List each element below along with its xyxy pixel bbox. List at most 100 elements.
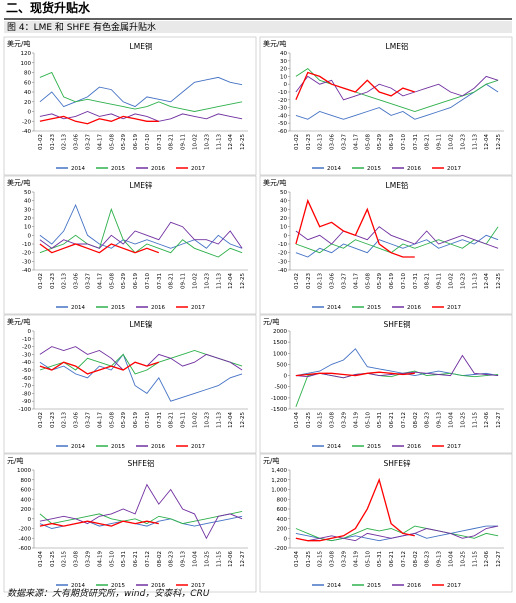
y-tick-label: -100: [19, 407, 32, 413]
x-tick-label: 08-23: [425, 412, 431, 428]
legend-label: 2015: [367, 166, 381, 172]
chart-frame: [3, 36, 257, 176]
x-tick-label: 10-02: [193, 273, 199, 289]
x-tick-label: 09-11: [437, 273, 443, 289]
x-tick-label: 05-29: [121, 134, 127, 150]
y-tick-label: -600: [19, 546, 32, 552]
y-tick-label: 1000: [273, 351, 287, 357]
y-tick-label: 10: [280, 74, 287, 80]
y-tick-label: 500: [277, 362, 288, 368]
legend-label: 2014: [327, 583, 341, 589]
y-tick-label: -40: [22, 360, 31, 366]
y-tick-label: 50: [24, 190, 31, 196]
x-tick-label: 05-08: [365, 273, 371, 289]
x-tick-label: 07-10: [401, 273, 407, 289]
x-tick-label: 01-02: [38, 273, 44, 289]
x-tick-label: 01-25: [50, 551, 56, 567]
y-tick-label: -20: [22, 345, 31, 351]
y-tick-label: 0: [284, 82, 288, 88]
x-tick-label: 06-21: [389, 412, 395, 428]
y-tick-label: 0: [28, 517, 32, 523]
x-tick-label: 08-21: [169, 412, 175, 428]
chart-frame: [3, 314, 257, 454]
x-tick-label: 12-25: [240, 273, 246, 289]
legend-label: 2017: [191, 444, 205, 450]
x-tick-label: 05-10: [365, 412, 371, 428]
series-line: [39, 520, 159, 527]
series-line: [39, 71, 243, 112]
legend-label: 2017: [191, 166, 205, 172]
x-tick-label: 12-25: [240, 134, 246, 150]
y-tick-label: -20: [278, 98, 287, 104]
chart: 美元/吨 LME锌 -40 -30 -20 -10 0 10 20 30 40 50 01-02 01-2…: [3, 175, 257, 315]
legend-label: 2016: [151, 166, 165, 172]
x-tick-label: 11-15: [472, 551, 478, 567]
y-tick-label: -30: [22, 352, 31, 358]
x-tick-label: 10-04: [193, 551, 199, 567]
chart: 元/吨 SHFE铝 -600 -400 -200 0 200 400 600 800 1000 01-…: [3, 453, 257, 593]
x-tick-label: 11-13: [472, 134, 478, 150]
x-tick-label: 03-27: [342, 134, 348, 150]
chart-frame: [259, 453, 513, 593]
x-tick-label: 03-27: [86, 273, 92, 289]
x-tick-label: 06-19: [389, 273, 395, 289]
y-tick-label: -20: [22, 251, 31, 257]
x-tick-label: 10-23: [204, 273, 210, 289]
x-tick-label: 12-27: [240, 551, 246, 567]
x-tick-label: 06-19: [133, 412, 139, 428]
x-tick-label: 07-10: [145, 273, 151, 289]
y-tick-label: -10: [278, 242, 287, 248]
legend-label: 2014: [71, 583, 85, 589]
y-tick-label: 40: [24, 90, 31, 96]
y-tick-label: 1,000: [271, 488, 287, 494]
y-tick-label: 40: [24, 199, 31, 205]
figure-title-bar: [4, 21, 512, 33]
x-tick-label: 10-02: [449, 134, 455, 150]
y-tick-label: -40: [22, 129, 31, 135]
x-tick-label: 03-08: [330, 551, 336, 567]
x-tick-label: 07-31: [413, 134, 419, 150]
x-tick-label: 06-19: [133, 134, 139, 150]
y-tick-label: 0: [28, 233, 32, 239]
x-tick-label: 07-10: [145, 134, 151, 150]
y-tick-label: -70: [22, 384, 31, 390]
y-tick-label: 200: [277, 527, 288, 533]
x-tick-label: 12-25: [496, 273, 502, 289]
series-line: [39, 483, 243, 540]
x-tick-label: 06-21: [389, 551, 395, 567]
y-tick-label: -1000: [271, 396, 287, 402]
y-tick-label: 200: [21, 507, 32, 513]
y-tick-label: -1500: [271, 407, 287, 413]
x-tick-label: 07-31: [157, 273, 163, 289]
x-tick-label: 06-19: [389, 134, 395, 150]
y-tick-label: 0: [28, 329, 32, 335]
y-tick-label: -40: [278, 268, 287, 274]
x-tick-label: 09-13: [437, 551, 443, 567]
chart-title: SHFE铜: [384, 319, 411, 329]
series-line: [39, 221, 243, 249]
series-line: [39, 510, 243, 525]
x-tick-label: 09-11: [181, 412, 187, 428]
x-tick-label: 05-08: [109, 273, 115, 289]
x-tick-label: 01-25: [306, 412, 312, 428]
y-axis-label: 美元/吨: [263, 178, 286, 187]
x-tick-label: 01-23: [306, 134, 312, 150]
x-tick-label: 10-25: [460, 412, 466, 428]
chart-frame: [3, 453, 257, 593]
chart-frame: [3, 175, 257, 315]
y-tick-label: 0: [28, 110, 32, 116]
series-line: [39, 115, 159, 125]
series-line: [295, 226, 499, 249]
x-tick-label: 03-29: [342, 412, 348, 428]
x-tick-label: 10-02: [193, 412, 199, 428]
chart: 元/吨 SHFE锌 -200 0 200 400 600 800 1,000 1,200 1,400…: [259, 453, 513, 593]
y-tick-label: 2000: [273, 329, 287, 335]
x-tick-label: 11-13: [472, 273, 478, 289]
x-tick-label: 01-02: [38, 134, 44, 150]
y-tick-label: -80: [22, 391, 31, 397]
y-tick-label: 400: [21, 497, 32, 503]
y-tick-label: -30: [278, 259, 287, 265]
x-tick-label: 10-04: [449, 412, 455, 428]
x-tick-label: 12-04: [484, 134, 490, 150]
y-tick-label: 600: [21, 488, 32, 494]
